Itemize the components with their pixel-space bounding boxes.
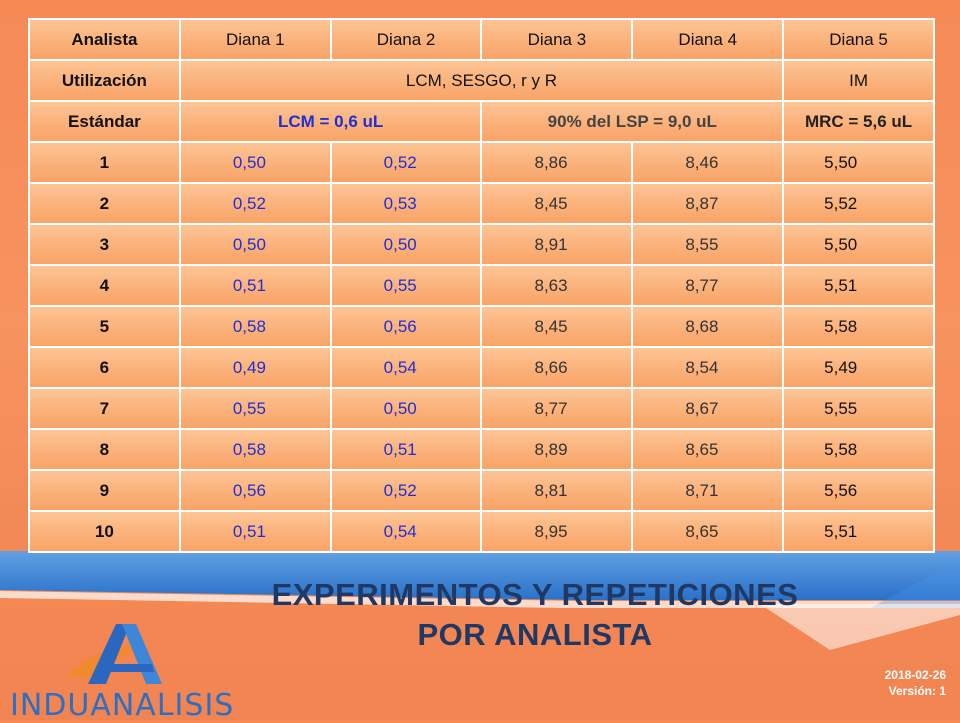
- cell-diana-4: 8,54: [631, 346, 785, 389]
- data-rows: 1 0,50 0,52 8,86 8,46 5,50 2 0,52 0,53 8,45 8,87 5,…: [28, 141, 935, 553]
- cell-diana-5: 5,58: [782, 305, 935, 348]
- cell-diana-5: 5,52: [782, 182, 935, 225]
- row-label: 8: [28, 428, 181, 471]
- table-row: 5 0,58 0,56 8,45 8,68 5,58: [28, 305, 935, 348]
- cell-diana-2: 0,55: [329, 264, 483, 307]
- cell-diana-4: 8,46: [631, 141, 785, 184]
- cell-diana-4: 8,71: [631, 469, 785, 512]
- cell-diana-5: 5,58: [782, 428, 935, 471]
- cell-diana-1: 0,51: [178, 510, 332, 553]
- row-label: 4: [28, 264, 181, 307]
- cell-diana-3: 8,66: [480, 346, 634, 389]
- cell-diana-3: 8,86: [480, 141, 634, 184]
- row-label: 10: [28, 510, 181, 553]
- row-label: 2: [28, 182, 181, 225]
- table-row: 9 0,56 0,52 8,81 8,71 5,56: [28, 469, 935, 512]
- cell-diana-5: 5,50: [782, 223, 935, 266]
- cell-diana-1: 0,52: [178, 182, 332, 225]
- cell-diana-5: 5,49: [782, 346, 935, 389]
- utilizacion-im: IM: [782, 59, 935, 102]
- header-diana-1: Diana 1: [178, 18, 332, 61]
- header-analista: Analista: [28, 18, 181, 61]
- table-row: 3 0,50 0,50 8,91 8,55 5,50: [28, 223, 935, 266]
- row-label: 1: [28, 141, 181, 184]
- cell-diana-3: 8,77: [480, 387, 634, 430]
- cell-diana-3: 8,63: [480, 264, 634, 307]
- results-table: Analista Diana 1 Diana 2 Diana 3 Diana 4…: [28, 18, 935, 553]
- table-header-row: Analista Diana 1 Diana 2 Diana 3 Diana 4…: [28, 18, 935, 61]
- cell-diana-4: 8,67: [631, 387, 785, 430]
- header-diana-3: Diana 3: [480, 18, 634, 61]
- cell-diana-2: 0,51: [329, 428, 483, 471]
- cell-diana-2: 0,54: [329, 510, 483, 553]
- cell-diana-1: 0,58: [178, 305, 332, 348]
- cell-diana-3: 8,89: [480, 428, 634, 471]
- cell-diana-1: 0,56: [178, 469, 332, 512]
- table-row: 4 0,51 0,55 8,63 8,77 5,51: [28, 264, 935, 307]
- table-row: 8 0,58 0,51 8,89 8,65 5,58: [28, 428, 935, 471]
- utilizacion-label: Utilización: [28, 59, 181, 102]
- cell-diana-1: 0,58: [178, 428, 332, 471]
- table-row: 7 0,55 0,50 8,77 8,67 5,55: [28, 387, 935, 430]
- brand-name: INDUANALISIS: [10, 688, 235, 723]
- header-diana-4: Diana 4: [631, 18, 785, 61]
- cell-diana-4: 8,65: [631, 510, 785, 553]
- cell-diana-3: 8,45: [480, 305, 634, 348]
- slide-title-line-1: EXPERIMENTOS Y REPETICIONES: [271, 577, 799, 612]
- estandar-lsp: 90% del LSP = 9,0 uL: [480, 100, 785, 143]
- utilizacion-span: LCM, SESGO, r y R: [178, 59, 785, 102]
- estandar-label: Estándar: [28, 100, 181, 143]
- cell-diana-2: 0,50: [329, 387, 483, 430]
- row-label: 3: [28, 223, 181, 266]
- cell-diana-1: 0,51: [178, 264, 332, 307]
- cell-diana-5: 5,56: [782, 469, 935, 512]
- cell-diana-5: 5,51: [782, 264, 935, 307]
- table-row: 1 0,50 0,52 8,86 8,46 5,50: [28, 141, 935, 184]
- header-diana-2: Diana 2: [329, 18, 483, 61]
- table-row: 6 0,49 0,54 8,66 8,54 5,49: [28, 346, 935, 389]
- estandar-lcm: LCM = 0,6 uL: [178, 100, 483, 143]
- cell-diana-2: 0,56: [329, 305, 483, 348]
- cell-diana-3: 8,45: [480, 182, 634, 225]
- cell-diana-2: 0,52: [329, 469, 483, 512]
- cell-diana-3: 8,95: [480, 510, 634, 553]
- cell-diana-1: 0,55: [178, 387, 332, 430]
- date-label: 2018-02-26: [884, 668, 946, 682]
- cell-diana-4: 8,77: [631, 264, 785, 307]
- cell-diana-2: 0,50: [329, 223, 483, 266]
- version-label: Versión: 1: [888, 684, 946, 698]
- cell-diana-1: 0,50: [178, 141, 332, 184]
- row-label: 5: [28, 305, 181, 348]
- cell-diana-5: 5,51: [782, 510, 935, 553]
- cell-diana-5: 5,55: [782, 387, 935, 430]
- cell-diana-2: 0,53: [329, 182, 483, 225]
- row-label: 9: [28, 469, 181, 512]
- table-row: 10 0,51 0,54 8,95 8,65 5,51: [28, 510, 935, 553]
- cell-diana-2: 0,54: [329, 346, 483, 389]
- row-label: 7: [28, 387, 181, 430]
- cell-diana-4: 8,87: [631, 182, 785, 225]
- cell-diana-1: 0,50: [178, 223, 332, 266]
- cell-diana-4: 8,68: [631, 305, 785, 348]
- utilizacion-row: Utilización LCM, SESGO, r y R IM: [28, 59, 935, 102]
- cell-diana-2: 0,52: [329, 141, 483, 184]
- cell-diana-5: 5,50: [782, 141, 935, 184]
- cell-diana-3: 8,91: [480, 223, 634, 266]
- estandar-row: Estándar LCM = 0,6 uL 90% del LSP = 9,0 …: [28, 100, 935, 143]
- cell-diana-1: 0,49: [178, 346, 332, 389]
- cell-diana-3: 8,81: [480, 469, 634, 512]
- slide-title-line-2: POR ANALISTA: [417, 617, 653, 652]
- cell-diana-4: 8,65: [631, 428, 785, 471]
- header-diana-5: Diana 5: [782, 18, 935, 61]
- table-row: 2 0,52 0,53 8,45 8,87 5,52: [28, 182, 935, 225]
- estandar-mrc: MRC = 5,6 uL: [782, 100, 935, 143]
- induanalisis-logo-icon: [66, 624, 162, 684]
- row-label: 6: [28, 346, 181, 389]
- cell-diana-4: 8,55: [631, 223, 785, 266]
